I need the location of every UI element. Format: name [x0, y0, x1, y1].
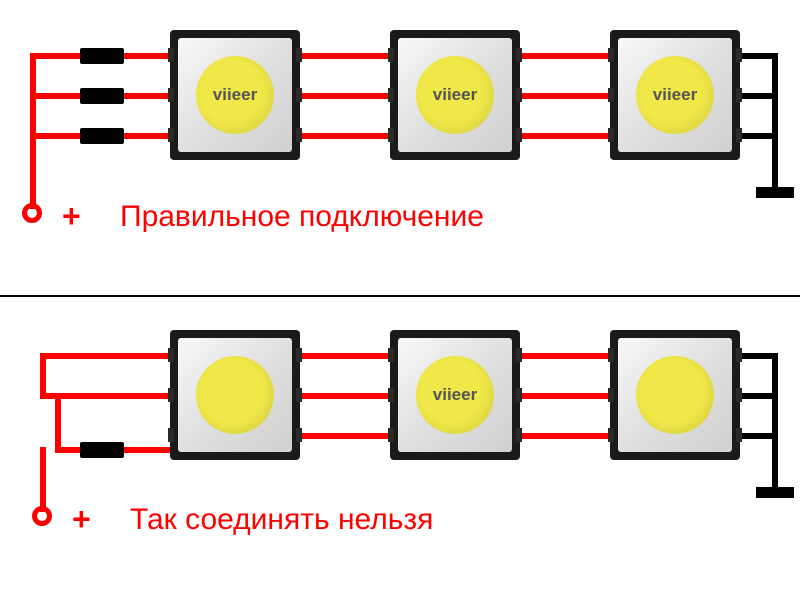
resistor-icon: [80, 88, 124, 104]
caption-incorrect: Так соединять нельзя: [130, 503, 433, 537]
wire: [300, 93, 390, 99]
resistor-icon: [80, 442, 124, 458]
circuit-correct: viieer viieer viieer + Правильное подклю…: [0, 0, 800, 290]
plus-terminal-icon: [22, 203, 42, 223]
wire: [300, 393, 390, 399]
wire: [520, 133, 610, 139]
resistor-icon: [80, 48, 124, 64]
led-chip: viieer: [610, 30, 740, 160]
led-watermark: viieer: [433, 85, 477, 105]
wire: [40, 353, 170, 359]
wire: [55, 393, 61, 453]
wire: [40, 447, 46, 512]
ground-bar: [756, 187, 794, 198]
wire: [520, 353, 610, 359]
wire: [520, 53, 610, 59]
led-watermark: viieer: [433, 385, 477, 405]
caption-correct: Правильное подключение: [120, 200, 484, 234]
plus-sign: +: [72, 501, 91, 538]
led-chip: viieer: [390, 330, 520, 460]
led-chip: viieer: [390, 30, 520, 160]
wire: [300, 353, 390, 359]
led-watermark: viieer: [213, 85, 257, 105]
wire: [520, 433, 610, 439]
ground-wire: [772, 353, 778, 493]
wire: [40, 353, 46, 399]
led-chip: [610, 330, 740, 460]
wire: [300, 53, 390, 59]
section-divider: [0, 295, 800, 297]
plus-terminal-icon: [32, 506, 52, 526]
resistor-icon: [80, 128, 124, 144]
wire: [300, 433, 390, 439]
wire: [300, 133, 390, 139]
plus-sign: +: [62, 198, 81, 235]
ground-bar: [756, 487, 794, 498]
circuit-incorrect: viieer + Так соединять нельзя: [0, 300, 800, 590]
led-chip: [170, 330, 300, 460]
wire: [520, 93, 610, 99]
led-watermark: viieer: [653, 85, 697, 105]
led-chip: viieer: [170, 30, 300, 160]
wire: [520, 393, 610, 399]
ground-wire: [772, 53, 778, 193]
wire: [30, 53, 36, 209]
